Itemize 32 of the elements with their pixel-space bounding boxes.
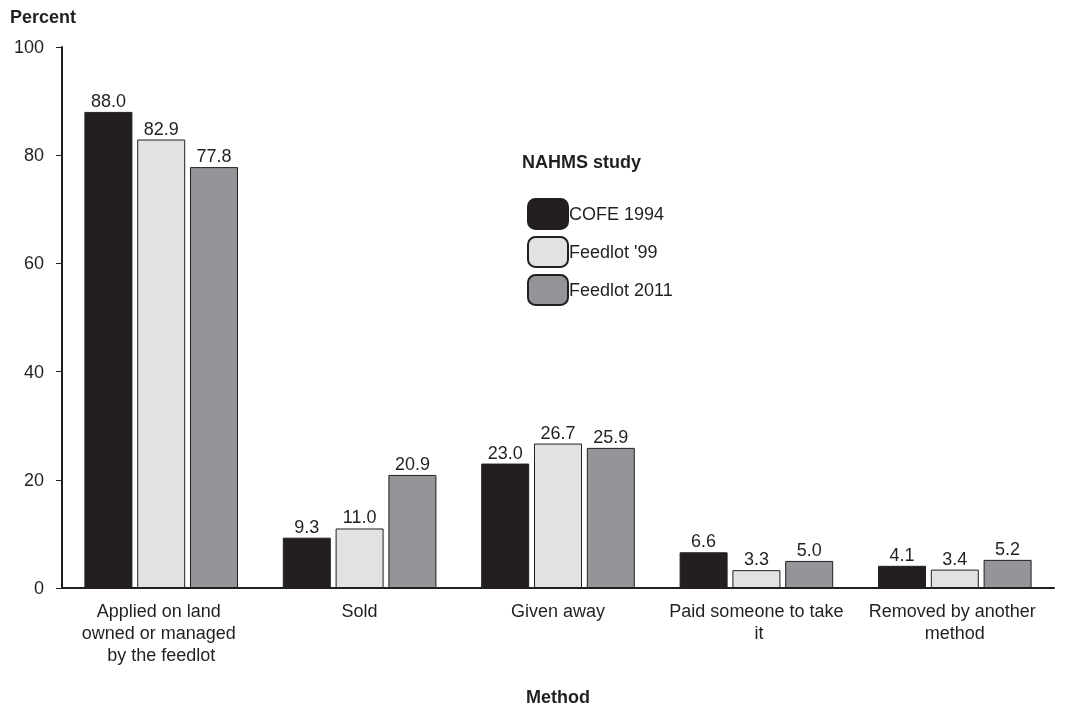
data-label: 25.9 xyxy=(593,426,629,447)
data-label: 6.6 xyxy=(691,531,717,552)
legend-label: Feedlot '99 xyxy=(569,242,658,262)
legend-label: Feedlot 2011 xyxy=(569,280,673,300)
y-tick-label: 40 xyxy=(23,361,44,382)
data-label: 77.8 xyxy=(196,146,232,167)
data-label: 26.7 xyxy=(540,422,576,443)
data-label: 20.9 xyxy=(394,453,430,474)
legend-label: COFE 1994 xyxy=(569,204,665,224)
data-label: 3.4 xyxy=(942,548,968,569)
x-tick-label: Removed by another method xyxy=(868,601,1041,643)
y-tick-label: 80 xyxy=(23,145,44,166)
data-label: 3.3 xyxy=(743,549,769,570)
y-axis-title: Percent xyxy=(10,7,77,27)
data-label: 23.0 xyxy=(487,442,523,463)
data-label: 11.0 xyxy=(342,507,377,528)
x-axis-title: Method xyxy=(526,687,590,707)
x-tick-label: Paid someone to take it xyxy=(669,601,844,643)
data-label: 88.0 xyxy=(90,90,126,111)
y-tick-label: 60 xyxy=(23,253,44,274)
y-tick-label: 20 xyxy=(23,469,44,490)
data-label: 4.1 xyxy=(889,544,915,565)
x-tick-label: Given away xyxy=(510,601,606,621)
y-tick-label: 100 xyxy=(13,37,44,57)
x-tick-label: Applied on land owned or managed by the feedlot xyxy=(81,601,241,665)
legend-title: NAHMS study xyxy=(522,152,642,172)
data-label: 5.2 xyxy=(995,538,1021,559)
data-label: 82.9 xyxy=(143,118,179,139)
x-tick-label: Sold xyxy=(341,601,378,621)
y-tick-label: 0 xyxy=(33,578,44,598)
data-label: 5.0 xyxy=(796,539,822,560)
data-label: 9.3 xyxy=(294,516,320,537)
